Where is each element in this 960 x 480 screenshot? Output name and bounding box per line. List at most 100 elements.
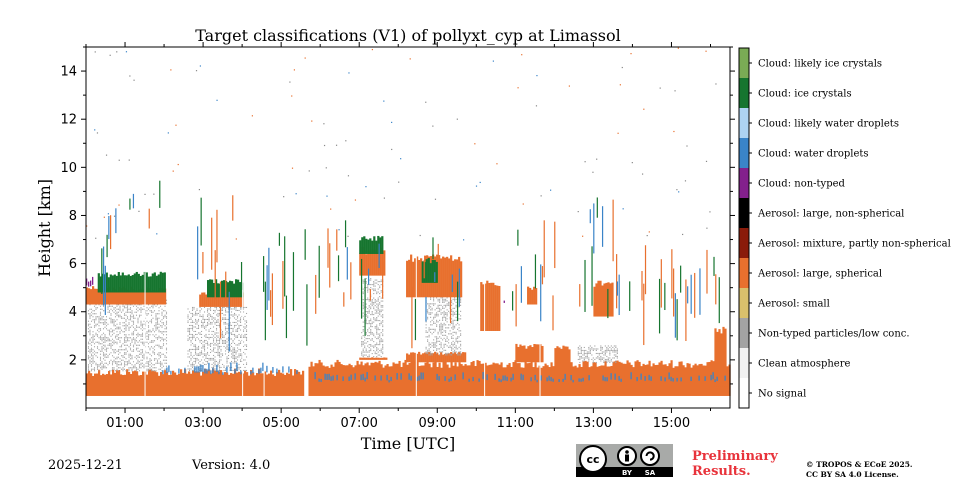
y-tick-label: 8: [69, 209, 77, 224]
streak: [306, 284, 308, 346]
speckle: [199, 65, 201, 67]
streak: [214, 250, 216, 300]
streak: [367, 268, 370, 285]
streak: [685, 279, 687, 342]
speckle: [621, 66, 623, 69]
legend-swatch: [739, 48, 749, 78]
speckle: [535, 105, 538, 107]
streak: [552, 295, 554, 331]
speckle: [496, 163, 498, 165]
speckle: [94, 51, 96, 53]
legend-swatch: [739, 108, 749, 138]
sparse-detections: [86, 47, 717, 241]
preliminary-results-note: Preliminary Results.: [692, 449, 778, 479]
speckle: [391, 121, 393, 124]
speckle: [398, 181, 400, 183]
streak: [616, 281, 619, 296]
speckle: [659, 87, 661, 89]
speckle: [103, 216, 105, 218]
speckle: [118, 204, 120, 206]
x-tick-label: 13:00: [575, 416, 612, 431]
x-tick-label: 01:00: [106, 416, 143, 431]
speckle: [409, 58, 411, 60]
speckle: [475, 185, 478, 187]
speckle: [492, 60, 494, 62]
streak: [102, 246, 105, 306]
legend-swatch: [739, 348, 749, 378]
streak: [304, 229, 306, 260]
streak: [520, 266, 522, 303]
streak: [337, 255, 340, 282]
streak: [432, 237, 434, 260]
streak: [660, 259, 662, 308]
speckle: [348, 72, 350, 74]
streak: [240, 261, 243, 290]
speckle: [686, 145, 688, 147]
streak: [715, 274, 717, 305]
layer-cloud-ice-crystals: [359, 235, 384, 254]
streak: [618, 274, 620, 316]
axes: 01:00 03:00 05:00 07:00 09:00 11:00 13:00 15:00…: [60, 42, 735, 431]
speckle: [400, 158, 402, 160]
streak: [284, 236, 286, 297]
speckle: [383, 197, 385, 199]
streak: [591, 246, 593, 306]
speckle: [577, 211, 579, 213]
streak: [515, 284, 517, 327]
legend-frame: [738, 47, 750, 409]
layer-cloud: [314, 372, 726, 383]
version-label: Version: 4.0: [192, 458, 271, 473]
speckle: [323, 144, 326, 147]
streak: [216, 209, 218, 263]
legend-swatch: [739, 138, 749, 168]
speckle: [325, 167, 327, 169]
speckle: [709, 211, 711, 213]
streak: [589, 209, 591, 224]
speckle: [175, 124, 177, 126]
speckle: [95, 237, 97, 239]
legend-label: Cloud: ice crystals: [758, 89, 852, 100]
speckle: [283, 196, 285, 198]
streak: [378, 243, 380, 269]
legend-label: Cloud: likely water droplets: [758, 119, 899, 130]
layer-aerosol-large-spherical: [593, 280, 614, 317]
x-tick-label: 11:00: [497, 416, 534, 431]
x-tick-label: 15:00: [653, 416, 690, 431]
speckle: [107, 213, 109, 215]
streak: [534, 254, 537, 289]
speckle: [592, 171, 594, 173]
layer-cloud: [86, 276, 94, 287]
speckle: [678, 191, 680, 193]
streak: [554, 221, 556, 269]
layer-aerosol-large-spherical: [714, 326, 727, 387]
legend-swatch: [739, 378, 749, 408]
svg-text:cc: cc: [586, 453, 599, 466]
speckle: [365, 186, 367, 188]
streak: [292, 252, 295, 311]
streak: [225, 271, 227, 301]
legend-label: Aerosol: mixture, partly non-spherical: [757, 239, 951, 250]
svg-text:BY: BY: [622, 469, 633, 477]
speckle: [674, 90, 676, 92]
speckle: [116, 51, 118, 53]
streak: [343, 292, 345, 307]
speckle: [550, 189, 552, 191]
date-label: 2025-12-21: [48, 458, 123, 473]
streak: [423, 259, 425, 279]
speckle: [622, 208, 624, 210]
speckle: [474, 143, 476, 145]
speckle: [521, 54, 523, 56]
y-tick-label: 10: [60, 161, 77, 176]
y-tick-label: 6: [69, 257, 77, 272]
streak: [671, 249, 673, 299]
speckle: [138, 210, 140, 212]
speckle: [291, 167, 294, 169]
plot-background: [86, 47, 730, 408]
speckle: [540, 195, 542, 197]
legend-label: Non-typed particles/low conc.: [758, 329, 910, 340]
streak: [350, 262, 352, 300]
layer-non-typed: [425, 297, 462, 356]
speckle: [125, 51, 128, 53]
legend-swatch: [739, 318, 749, 348]
streak: [451, 274, 453, 293]
